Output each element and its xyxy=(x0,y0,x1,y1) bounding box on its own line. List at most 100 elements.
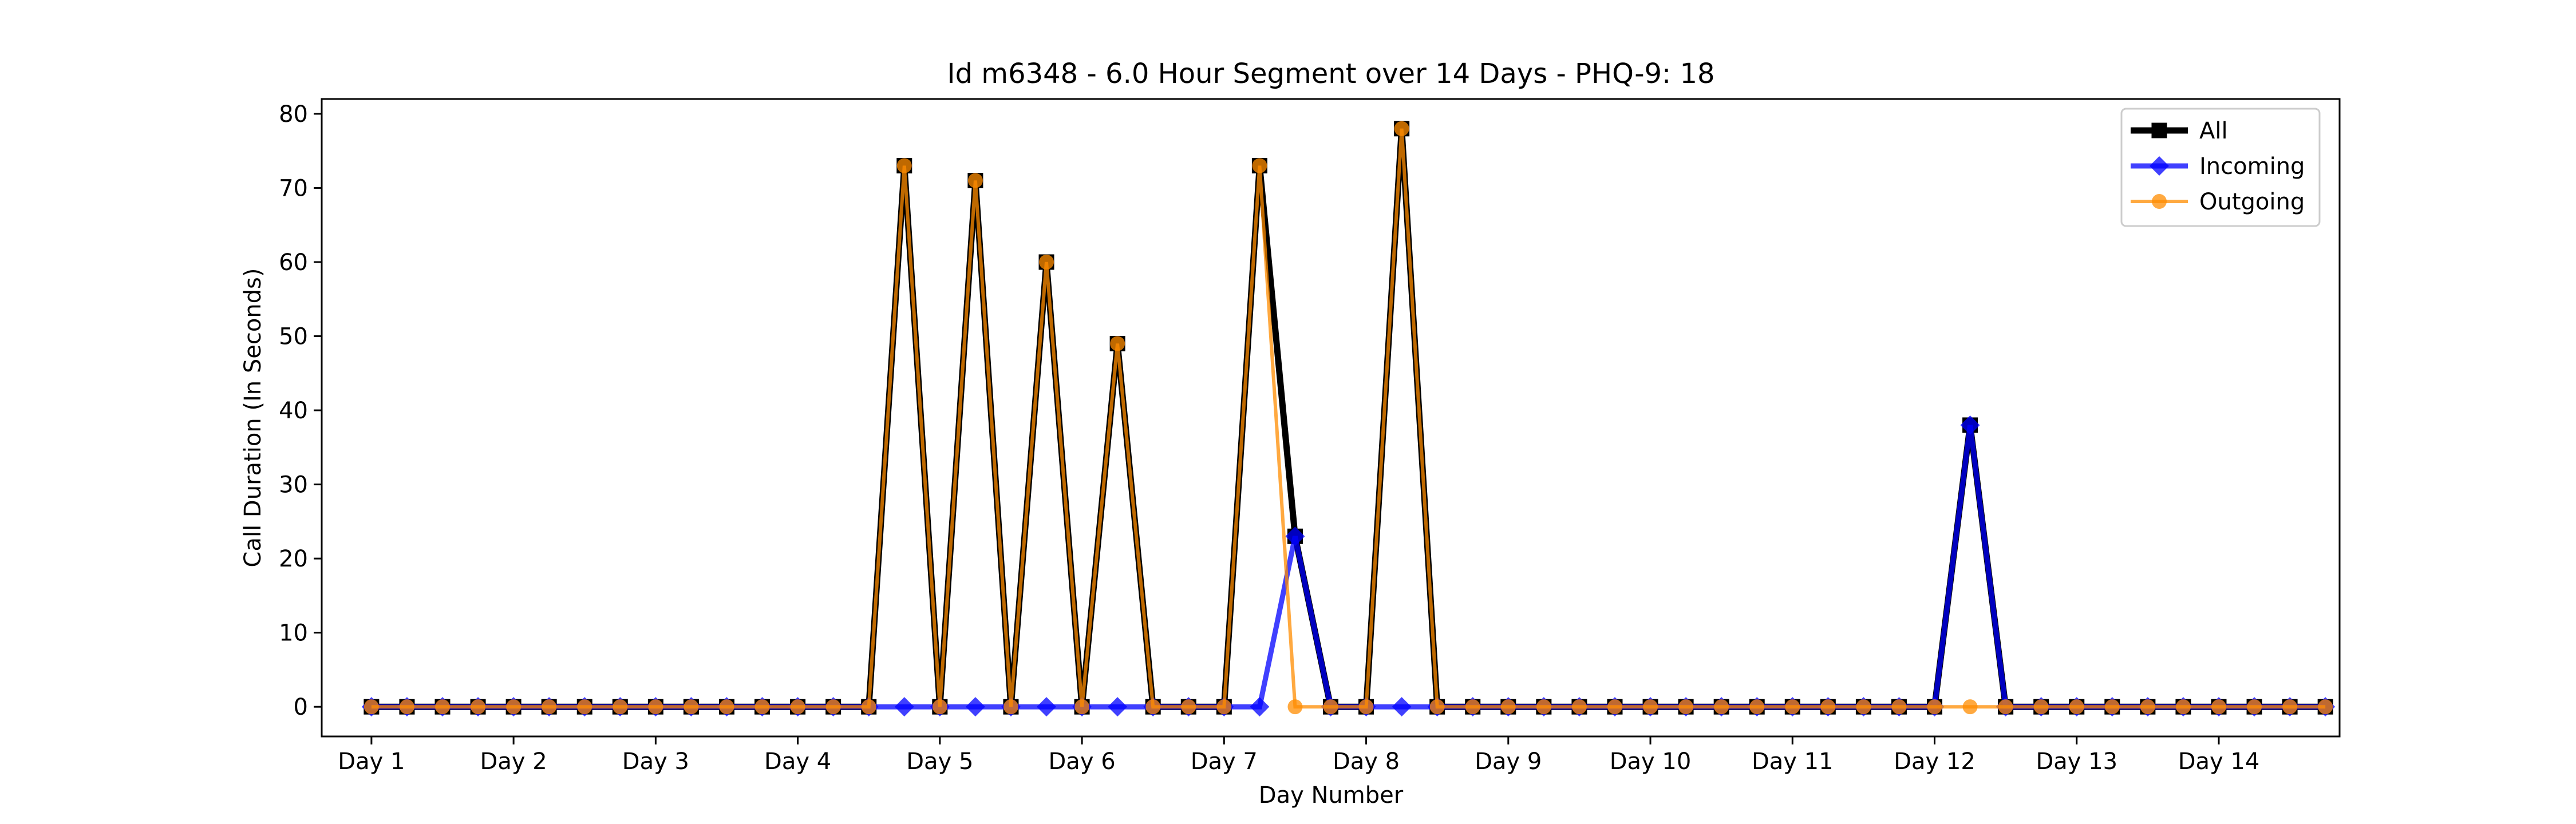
data-point-outgoing xyxy=(1962,699,1978,715)
x-axis-label: Day Number xyxy=(1259,782,1404,809)
series-line-all xyxy=(371,128,2326,710)
data-point-outgoing xyxy=(1252,158,1267,173)
data-point-outgoing xyxy=(2104,699,2120,715)
x-tick-label: Day 8 xyxy=(1333,748,1400,775)
data-point-outgoing xyxy=(648,699,663,715)
data-point-outgoing xyxy=(1181,699,1196,715)
x-tick-label: Day 13 xyxy=(2036,748,2117,775)
y-tick-label: 50 xyxy=(279,324,308,350)
series-layer xyxy=(361,121,2336,717)
legend-box xyxy=(2120,108,2321,227)
legend-item-outgoing: Outgoing xyxy=(2131,189,2305,215)
data-point-outgoing xyxy=(1891,699,1907,715)
legend-label: Outgoing xyxy=(2199,189,2305,215)
data-point-outgoing xyxy=(613,699,628,715)
data-point-outgoing xyxy=(1216,699,1232,715)
legend: All Incoming Outgoing xyxy=(2120,108,2321,227)
legend-marker xyxy=(2151,122,2167,138)
x-tick-label: Day 14 xyxy=(2178,748,2260,775)
data-point-outgoing xyxy=(790,699,805,715)
chart-title: Id m6348 - 6.0 Hour Segment over 14 Days… xyxy=(947,58,1714,90)
plot-frame xyxy=(321,98,2341,738)
y-tick-label: 60 xyxy=(279,249,308,276)
x-tick-label: Day 10 xyxy=(1610,748,1692,775)
data-point-outgoing xyxy=(932,699,947,715)
y-axis: 0 10 20 30 40 50 60 70 80 xyxy=(279,101,322,720)
data-point-outgoing xyxy=(861,699,876,715)
x-tick-label: Day 2 xyxy=(480,748,547,775)
data-point-outgoing xyxy=(2318,699,2333,715)
data-point-outgoing xyxy=(1678,699,1694,715)
x-tick-label: Day 6 xyxy=(1049,748,1116,775)
data-point-outgoing xyxy=(1643,699,1658,715)
data-point-incoming xyxy=(1960,415,1980,435)
x-tick-label: Day 12 xyxy=(1894,748,1976,775)
data-point-outgoing xyxy=(1003,699,1018,715)
data-point-outgoing xyxy=(1607,699,1622,715)
x-tick-label: Day 11 xyxy=(1752,748,1834,775)
data-point-outgoing xyxy=(1358,699,1374,715)
data-point-outgoing xyxy=(1714,699,1729,715)
data-point-outgoing xyxy=(1856,699,1871,715)
data-point-outgoing xyxy=(2175,699,2191,715)
data-point-outgoing xyxy=(683,699,699,715)
data-point-outgoing xyxy=(1394,121,1409,136)
x-tick-label: Day 9 xyxy=(1475,748,1542,775)
data-point-outgoing xyxy=(2282,699,2298,715)
series-all xyxy=(364,121,2333,715)
x-tick-label: Day 4 xyxy=(764,748,831,775)
data-point-outgoing xyxy=(364,699,379,715)
legend-marker xyxy=(2152,194,2167,209)
data-point-outgoing xyxy=(577,699,592,715)
x-tick-label: Day 5 xyxy=(906,748,973,775)
data-point-outgoing xyxy=(1429,699,1445,715)
data-point-outgoing xyxy=(542,699,557,715)
data-point-outgoing xyxy=(1323,699,1338,715)
data-point-incoming xyxy=(1037,697,1057,717)
x-tick-label: Day 1 xyxy=(338,748,405,775)
data-point-outgoing xyxy=(896,158,912,173)
legend-item-incoming: Incoming xyxy=(2131,153,2305,180)
data-point-outgoing xyxy=(1287,699,1303,715)
data-point-outgoing xyxy=(967,173,983,188)
data-point-outgoing xyxy=(2033,699,2049,715)
data-point-outgoing xyxy=(506,699,521,715)
y-tick-label: 10 xyxy=(279,620,308,647)
y-tick-label: 30 xyxy=(279,472,308,498)
data-point-outgoing xyxy=(754,699,770,715)
y-axis-label: Call Duration (In Seconds) xyxy=(240,268,266,568)
y-tick-label: 80 xyxy=(279,101,308,128)
data-point-outgoing xyxy=(1074,699,1090,715)
data-point-outgoing xyxy=(719,699,734,715)
data-point-outgoing xyxy=(1785,699,1800,715)
data-point-outgoing xyxy=(1820,699,1836,715)
data-point-outgoing xyxy=(435,699,451,715)
data-point-outgoing xyxy=(2211,699,2226,715)
series-line-incoming xyxy=(371,425,2326,710)
data-point-incoming xyxy=(894,697,914,717)
data-point-outgoing xyxy=(1039,254,1054,270)
data-point-outgoing xyxy=(1145,699,1161,715)
y-tick-label: 70 xyxy=(279,175,308,201)
data-point-outgoing xyxy=(1465,699,1480,715)
y-tick-label: 40 xyxy=(279,398,308,424)
legend-label: Incoming xyxy=(2199,153,2305,180)
x-axis: Day 1 Day 2 Day 3 Day 4 Day 5 Day 6 Day 7 Day 8… xyxy=(338,736,2259,775)
data-point-outgoing xyxy=(471,699,486,715)
data-point-outgoing xyxy=(1998,699,2013,715)
x-tick-label: Day 3 xyxy=(622,748,689,775)
y-tick-label: 0 xyxy=(294,694,308,720)
legend-item-all: All xyxy=(2131,118,2228,144)
x-tick-label: Day 7 xyxy=(1191,748,1258,775)
data-point-outgoing xyxy=(1500,699,1516,715)
data-point-outgoing xyxy=(2247,699,2262,715)
legend-marker xyxy=(2150,156,2169,176)
y-tick-label: 20 xyxy=(279,546,308,572)
data-point-outgoing xyxy=(1749,699,1765,715)
series-outgoing xyxy=(364,121,2333,715)
data-point-outgoing xyxy=(1536,699,1551,715)
data-point-incoming xyxy=(1392,697,1412,717)
data-point-outgoing xyxy=(399,699,414,715)
series-incoming xyxy=(361,415,2336,717)
